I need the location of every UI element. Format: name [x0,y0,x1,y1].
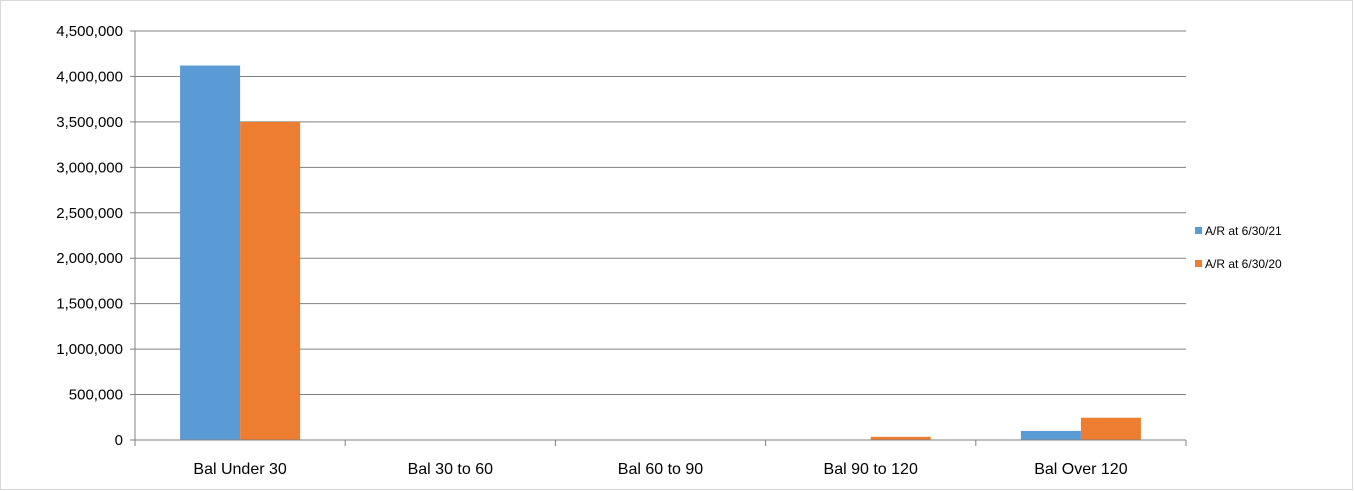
bar [1020,430,1081,440]
y-tick-label: 0 [115,432,123,449]
x-tick-label: Bal Under 30 [193,461,286,478]
gridlines [130,30,1186,441]
legend-label: A/R at 6/30/20 [1205,257,1282,271]
y-tick-label: 500,000 [69,387,123,404]
y-tick-label: 1,000,000 [56,341,123,358]
y-tick-label: 1,500,000 [56,296,123,313]
x-tick-label: Bal 90 to 120 [824,461,918,478]
bar [240,121,301,440]
legend: A/R at 6/30/21 A/R at 6/30/20 [1195,224,1282,271]
y-tick-label: 3,500,000 [56,114,123,131]
y-tick-label: 4,000,000 [56,68,123,85]
legend-swatch [1195,227,1202,234]
x-axis-category-labels: Bal Under 30 Bal 30 to 60 Bal 60 to 90 Bal … [193,461,1127,478]
y-axis-tick-labels: 0 500,000 1,000,000 1,500,000 2,000,000 2,500… [56,23,123,449]
bars [180,65,1141,440]
y-tick-label: 3,000,000 [56,159,123,176]
x-tick-label: Bal 60 to 90 [618,461,704,478]
bar [1080,417,1141,440]
y-tick-label: 2,500,000 [56,205,123,222]
legend-swatch [1195,260,1202,267]
bar [870,436,931,440]
legend-label: A/R at 6/30/21 [1205,224,1282,238]
y-tick-label: 4,500,000 [56,23,123,40]
bar [180,65,241,440]
x-tick-label: Bal Over 120 [1034,461,1127,478]
axes [134,31,1187,446]
x-tick-label: Bal 30 to 60 [408,461,494,478]
y-tick-label: 2,000,000 [56,250,123,267]
